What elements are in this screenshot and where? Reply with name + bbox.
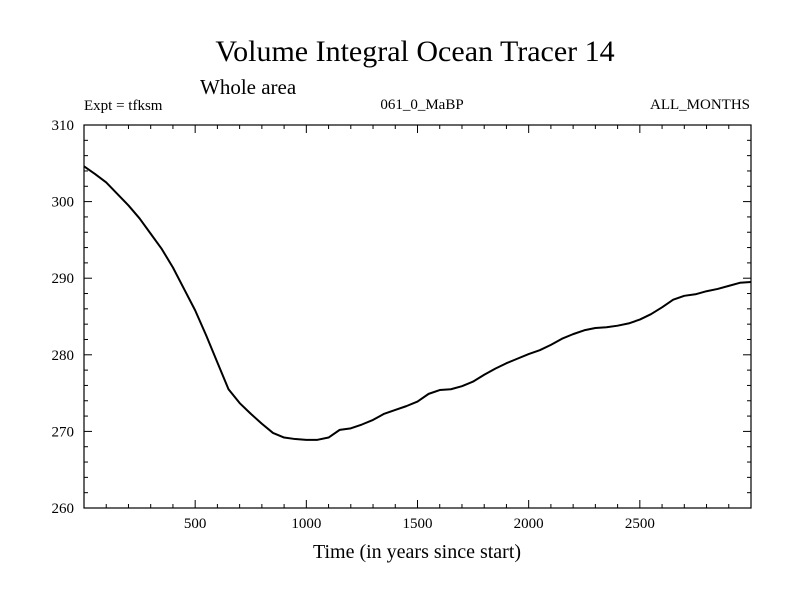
- x-tick-label: 1500: [403, 516, 433, 532]
- series-line: [83, 165, 752, 441]
- y-tick-label: 300: [52, 195, 75, 211]
- y-tick-label: 280: [52, 348, 75, 364]
- axis-ticks: [84, 125, 751, 508]
- x-tick-label: 1000: [291, 516, 321, 532]
- y-axis-tick-labels: 260 270 280 290 300 310: [52, 118, 75, 517]
- chart-title: Volume Integral Ocean Tracer 14: [215, 35, 614, 68]
- y-tick-label: 310: [52, 118, 75, 134]
- y-tick-label: 290: [52, 271, 75, 287]
- x-tick-label: 500: [184, 516, 207, 532]
- y-tick-label: 260: [52, 501, 75, 517]
- chart-subtitle: Whole area: [200, 75, 297, 99]
- x-axis-label: Time (in years since start): [313, 541, 521, 563]
- run-label: 061_0_MaBP: [380, 97, 463, 113]
- y-tick-label: 270: [52, 424, 75, 440]
- expt-label: Expt = tfksm: [84, 98, 163, 114]
- x-axis-tick-labels: 500 1000 1500 2000 2500: [184, 516, 655, 532]
- x-tick-label: 2500: [625, 516, 655, 532]
- x-tick-label: 2000: [514, 516, 544, 532]
- plot-frame: [83, 124, 752, 509]
- months-label: ALL_MONTHS: [650, 97, 750, 113]
